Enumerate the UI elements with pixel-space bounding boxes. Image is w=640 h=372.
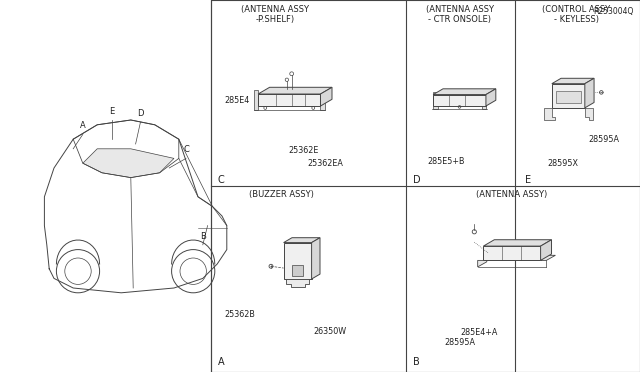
Text: (BUZZER ASSY): (BUZZER ASSY) — [249, 190, 314, 199]
Text: B: B — [413, 357, 420, 367]
Polygon shape — [541, 240, 552, 260]
Bar — [433, 92, 438, 109]
Polygon shape — [83, 149, 174, 177]
Text: 25362B: 25362B — [224, 310, 255, 319]
Polygon shape — [284, 238, 320, 243]
Text: A: A — [218, 357, 224, 367]
Bar — [321, 90, 325, 110]
Text: C: C — [183, 145, 189, 154]
Text: 28595A: 28595A — [445, 338, 476, 347]
Polygon shape — [287, 279, 309, 288]
Text: 26350W: 26350W — [314, 327, 347, 336]
Polygon shape — [321, 87, 332, 106]
Polygon shape — [552, 84, 585, 108]
Polygon shape — [483, 246, 541, 260]
Bar — [481, 92, 486, 109]
Text: R253004Q: R253004Q — [593, 7, 634, 16]
Text: 28595X: 28595X — [547, 159, 578, 168]
Polygon shape — [585, 108, 593, 120]
Polygon shape — [284, 243, 312, 279]
Polygon shape — [312, 238, 320, 279]
Polygon shape — [477, 255, 556, 267]
Polygon shape — [544, 108, 555, 120]
Bar — [211, 0, 640, 372]
Text: (ANTENNA ASSY
- CTR ONSOLE): (ANTENNA ASSY - CTR ONSOLE) — [426, 5, 493, 24]
Polygon shape — [552, 78, 594, 84]
Text: (ANTENNA ASSY
-P.SHELF): (ANTENNA ASSY -P.SHELF) — [241, 5, 309, 24]
Polygon shape — [258, 94, 321, 106]
Polygon shape — [585, 78, 594, 108]
Text: C: C — [218, 175, 225, 185]
Text: 25362E: 25362E — [288, 146, 318, 155]
Bar — [556, 91, 580, 103]
Polygon shape — [258, 87, 332, 94]
Text: 25362EA: 25362EA — [307, 159, 343, 168]
Text: 285E4+A: 285E4+A — [461, 328, 498, 337]
Bar — [254, 90, 258, 110]
Polygon shape — [433, 89, 496, 94]
Text: (ANTENNA ASSY): (ANTENNA ASSY) — [476, 190, 548, 199]
Text: E: E — [109, 107, 114, 116]
Text: (CONTROL ASSY
- KEYLESS): (CONTROL ASSY - KEYLESS) — [542, 5, 610, 24]
Bar — [292, 265, 303, 276]
Text: 28595A: 28595A — [589, 135, 620, 144]
Text: A: A — [80, 121, 86, 131]
Text: D: D — [137, 109, 143, 118]
Polygon shape — [433, 94, 486, 106]
Text: B: B — [200, 232, 205, 241]
Text: E: E — [525, 175, 531, 185]
Polygon shape — [483, 240, 552, 246]
Text: D: D — [413, 175, 420, 185]
Polygon shape — [486, 89, 496, 106]
Text: 285E5+B: 285E5+B — [428, 157, 465, 166]
Text: 285E4: 285E4 — [224, 96, 249, 105]
